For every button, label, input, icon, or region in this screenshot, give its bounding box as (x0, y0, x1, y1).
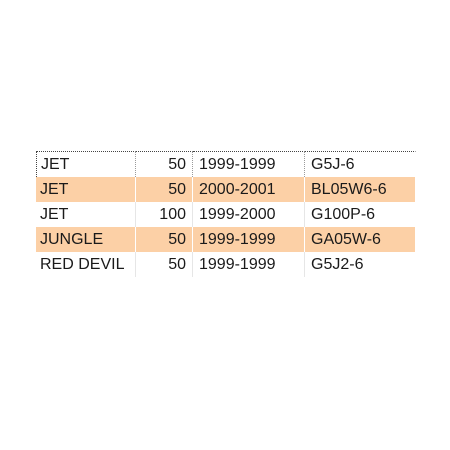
cell-code[interactable]: GA05W-6 (305, 227, 416, 252)
table-row[interactable]: JET 50 2000-2001 BL05W6-6 (36, 177, 416, 202)
cell-size[interactable]: 100 (136, 202, 193, 227)
cell-name[interactable]: JET (36, 202, 136, 227)
cell-size[interactable]: 50 (136, 227, 193, 252)
cell-code[interactable]: G5J2-6 (305, 252, 416, 277)
cell-size[interactable]: 50 (136, 151, 193, 177)
cell-years[interactable]: 1999-1999 (193, 227, 305, 252)
table-row[interactable]: RED DEVIL 50 1999-1999 G5J2-6 (36, 252, 416, 277)
cell-name[interactable]: JET (36, 177, 136, 202)
table-row[interactable]: JET 50 1999-1999 G5J-6 (36, 151, 416, 177)
cell-years[interactable]: 1999-2000 (193, 202, 305, 227)
cell-years[interactable]: 1999-1999 (193, 151, 305, 177)
cell-years[interactable]: 2000-2001 (193, 177, 305, 202)
cell-size[interactable]: 50 (136, 177, 193, 202)
cell-code[interactable]: G100P-6 (305, 202, 416, 227)
table-row[interactable]: JET 100 1999-2000 G100P-6 (36, 202, 416, 227)
cell-name[interactable]: JUNGLE (36, 227, 136, 252)
cell-years[interactable]: 1999-1999 (193, 252, 305, 277)
cell-name[interactable]: RED DEVIL (36, 252, 136, 277)
cell-size[interactable]: 50 (136, 252, 193, 277)
cell-code[interactable]: G5J-6 (305, 151, 416, 177)
cell-code[interactable]: BL05W6-6 (305, 177, 416, 202)
data-grid: JET 50 1999-1999 G5J-6 JET 50 2000-2001 … (36, 151, 416, 277)
table-row[interactable]: JUNGLE 50 1999-1999 GA05W-6 (36, 227, 416, 252)
data-table: JET 50 1999-1999 G5J-6 JET 50 2000-2001 … (36, 151, 416, 277)
cell-name[interactable]: JET (36, 151, 136, 177)
